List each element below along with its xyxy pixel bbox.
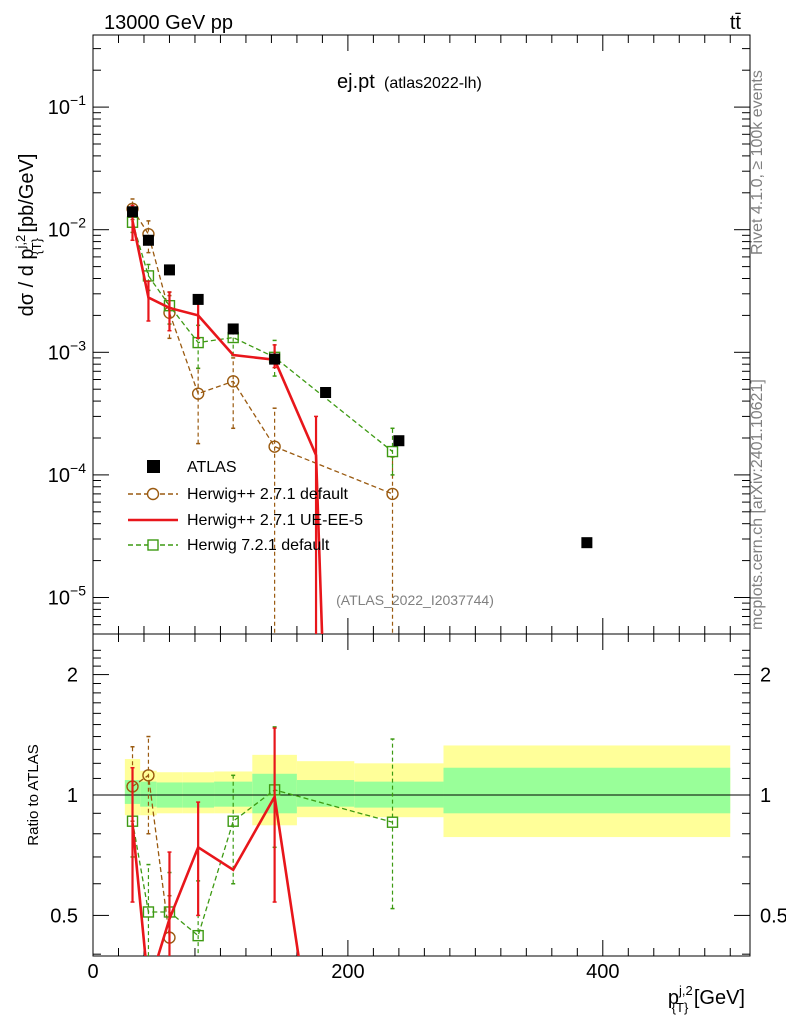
legend-label-h271def: Herwig++ 2.7.1 default bbox=[187, 486, 349, 503]
series-line bbox=[131, 220, 324, 634]
mc-point-square bbox=[192, 929, 204, 942]
mc-point-square bbox=[227, 815, 239, 827]
plot-observable-title: ej.pt bbox=[337, 71, 375, 93]
legend-marker-h721 bbox=[147, 539, 159, 551]
ratio-uncertainty-bands bbox=[124, 745, 731, 838]
mc-point-square bbox=[386, 445, 399, 458]
top-panel-series bbox=[126, 198, 593, 634]
y-tick-label: 10−4 bbox=[48, 460, 86, 487]
atlas-data-point bbox=[581, 537, 593, 549]
ratio-y-tick-label: 1 bbox=[67, 785, 78, 807]
series-line bbox=[131, 792, 300, 956]
atlas-data-point bbox=[127, 206, 139, 218]
mc-point-circle bbox=[191, 387, 205, 400]
mc-point-square bbox=[142, 906, 155, 918]
legend: ATLAS Herwig++ 2.7.1 default Herwig++ 2.… bbox=[128, 459, 363, 554]
mc-point-circle bbox=[142, 769, 155, 782]
ratio-panel-series bbox=[126, 726, 399, 956]
mc-point-square bbox=[386, 816, 399, 828]
mcplots-credit: mcplots.cern.ch [arXiv:2401.10621] bbox=[749, 379, 766, 630]
y-tick-label: 10−1 bbox=[48, 92, 86, 119]
y-tick-label: 10−3 bbox=[48, 337, 86, 364]
x-tick-label: 0 bbox=[87, 961, 98, 983]
atlas-data-point bbox=[227, 323, 239, 335]
ratio-y-tick-label: 2 bbox=[67, 665, 78, 687]
series-line bbox=[131, 208, 393, 495]
legend-label-h721: Herwig 7.2.1 default bbox=[187, 537, 330, 554]
ratio-y-tick-label-right: 2 bbox=[760, 665, 771, 687]
band-inner bbox=[443, 767, 731, 814]
process-label: tt̄ bbox=[730, 12, 742, 34]
y-tick-label: 10−2 bbox=[48, 215, 86, 242]
x-tick-label: 400 bbox=[586, 961, 619, 983]
rivet-version-label: Rivet 4.1.0, ≥ 100k events bbox=[749, 70, 766, 255]
mc-point-circle bbox=[268, 440, 281, 453]
atlas-data-point bbox=[142, 234, 154, 246]
series-line bbox=[131, 222, 393, 453]
band-inner bbox=[140, 781, 157, 807]
atlas-data-point bbox=[163, 264, 175, 276]
mc-point-circle bbox=[386, 487, 399, 501]
y-tick-label: 10−5 bbox=[48, 583, 86, 610]
axis-tick-labels: 0 200 400 10−5 10−4 10−3 10−2 10−1 0.5 0.5 1 1 2 2 bbox=[48, 92, 786, 983]
energy-label: 13000 GeV pp bbox=[104, 12, 233, 34]
mc-point-circle bbox=[226, 375, 240, 388]
y-axis-title-ratio: Ratio to ATLAS bbox=[25, 744, 42, 845]
y-axis-title-top: dσ / d pj,2{T} [pb/GeV] bbox=[13, 154, 44, 317]
legend-label-h271ue: Herwig++ 2.7.1 UE-EE-5 bbox=[187, 512, 363, 529]
x-tick-label: 200 bbox=[331, 961, 364, 983]
ratio-y-tick-label-right: 0.5 bbox=[760, 905, 786, 927]
analysis-id: (ATLAS_2022_I2037744) bbox=[336, 592, 494, 608]
ratio-y-tick-label-right: 1 bbox=[760, 785, 771, 807]
legend-label-atlas: ATLAS bbox=[187, 459, 237, 476]
band-inner bbox=[214, 781, 253, 807]
legend-marker-atlas bbox=[147, 460, 160, 473]
atlas-data-point bbox=[320, 387, 332, 399]
x-axis-title: pj,2 {T} [GeV] bbox=[668, 983, 745, 1015]
legend-marker-h271def bbox=[146, 487, 160, 501]
atlas-data-point bbox=[269, 353, 281, 365]
atlas-data-point bbox=[393, 435, 405, 447]
atlas-data-point bbox=[192, 293, 204, 305]
plot-tune-tag: (atlas2022-lh) bbox=[384, 75, 482, 92]
band-inner bbox=[296, 780, 355, 807]
ratio-y-tick-label: 0.5 bbox=[50, 905, 78, 927]
